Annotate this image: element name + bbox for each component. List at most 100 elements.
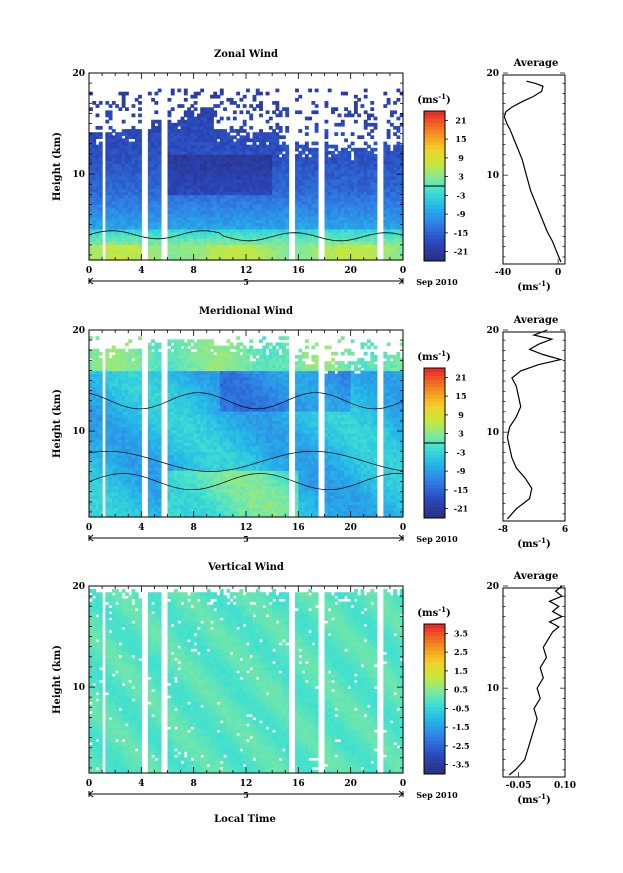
x-tick-label: 0 (400, 266, 406, 276)
panel-title: Vertical Wind (207, 562, 284, 573)
y-tick-label: 10 (72, 683, 85, 693)
y-tick-label: 10 (72, 427, 85, 437)
colorbar-tick-label: 0.5 (454, 685, 468, 695)
heatmap-cells (89, 589, 404, 774)
x-tick-label: 12 (240, 523, 253, 533)
heatmap-cells (89, 88, 404, 261)
y-axis-label: Height (km) (52, 645, 63, 714)
colorbar: 21 15 9 3 -3 -9 -15 -21 (ms-1) (417, 92, 468, 262)
average-x-tick-label: 0 (555, 268, 561, 278)
date-label: Sep 2010 (416, 534, 458, 544)
colorbar-tick-label: -0.5 (452, 703, 469, 713)
average-y-tick-label: 10 (486, 684, 499, 694)
colorbar-tick-label: -21 (454, 504, 468, 514)
colorbar-tick-label: -1.5 (452, 722, 469, 732)
y-tick-label: 10 (72, 170, 85, 180)
average-x-label: (ms-1) (517, 279, 550, 293)
x-tick-label: 0 (86, 523, 92, 533)
colorbar: 21 15 9 3 -3 -9 -15 -21 (ms-1) (417, 349, 468, 519)
colorbar-tick-label: 15 (455, 391, 466, 401)
x-tick-label: 12 (240, 779, 253, 789)
colorbar-tick-label: 9 (458, 153, 464, 163)
date-bar: 5 Sep 2010 (88, 790, 458, 800)
average-x-tick-label: -40 (495, 268, 511, 278)
average-profile-line (508, 585, 564, 776)
x-tick-label: 0 (86, 779, 92, 789)
colorbar-tick-label: -21 (454, 247, 468, 257)
colorbar-tick-label: 3.5 (454, 628, 468, 638)
x-axis: 0 4 8 12 16 20 0 (86, 586, 406, 789)
average-profile-line (506, 329, 563, 520)
date-marker: 5 (243, 790, 249, 800)
average-profile-panel: Average 10 20 -8 6 (ms-1) (486, 315, 568, 550)
colorbar-tick-label: -3 (457, 190, 466, 200)
colorbar: 3.5 2.5 1.5 0.5 -0.5 -1.5 -2.5 -3.5 (ms-1) (417, 605, 470, 775)
x-tick-label: 8 (191, 266, 197, 276)
average-x-label: (ms-1) (517, 792, 550, 806)
colorbar-unit: (ms-1) (417, 92, 450, 106)
panels-layer: Zonal Wind 0 4 8 12 16 20 0 10 20 Height (km) 5 Sep … (52, 49, 576, 806)
x-tick-label: 16 (292, 779, 305, 789)
colorbar-tick-label: 3 (458, 429, 464, 439)
colorbar-tick-label: -15 (454, 228, 468, 238)
average-y-tick-label: 20 (486, 582, 499, 592)
y-tick-label: 20 (72, 69, 85, 79)
average-x-tick-label: 0.10 (554, 781, 576, 791)
x-tick-label: 8 (191, 523, 197, 533)
colorbar-tick-label: 9 (458, 410, 464, 420)
y-axis: 10 20 Height (km) (52, 582, 403, 769)
colorbar-frame (423, 623, 446, 775)
x-tick-label: 20 (344, 266, 357, 276)
colorbar-tick-label: -3 (457, 447, 466, 457)
average-y-tick-label: 10 (486, 171, 499, 181)
colorbar-tick-label: -9 (457, 466, 466, 476)
y-axis-label: Height (km) (52, 132, 63, 201)
average-title: Average (513, 315, 559, 326)
average-y-tick-label: 20 (486, 326, 499, 336)
zero-contour-2 (88, 450, 404, 472)
colorbar-unit: (ms-1) (417, 605, 450, 619)
x-axis-label: Local Time (214, 814, 276, 825)
colorbar-tick-label: -2.5 (452, 741, 469, 751)
date-marker: 5 (243, 277, 249, 287)
x-tick-label: 4 (138, 266, 144, 276)
average-frame (502, 74, 566, 265)
panel-title: Meridional Wind (199, 306, 293, 317)
x-tick-label: 12 (240, 266, 253, 276)
x-axis: 0 4 8 12 16 20 0 (86, 330, 406, 533)
colorbar-tick-label: 1.5 (454, 666, 468, 676)
y-axis: 10 20 Height (km) (52, 69, 403, 256)
colorbar-unit: (ms-1) (417, 349, 450, 363)
date-label: Sep 2010 (416, 790, 458, 800)
x-tick-label: 16 (292, 523, 305, 533)
y-axis: 10 20 Height (km) (52, 326, 403, 513)
x-tick-label: 0 (86, 266, 92, 276)
x-tick-label: 20 (344, 779, 357, 789)
heatmap-cells (89, 336, 404, 518)
zero-contour-3 (88, 392, 404, 410)
average-profile-line (503, 80, 562, 263)
y-tick-label: 20 (72, 326, 85, 336)
date-label: Sep 2010 (416, 277, 458, 287)
y-axis-label: Height (km) (52, 389, 63, 458)
panel-title: Zonal Wind (214, 49, 278, 60)
average-frame (502, 331, 566, 522)
x-tick-label: 16 (292, 266, 305, 276)
average-frame (502, 587, 566, 778)
x-tick-label: 4 (138, 523, 144, 533)
panel-2: Meridional Wind 0 4 8 12 16 20 0 10 20 Height (km)… (52, 306, 568, 550)
average-x-tick-label: -0.05 (506, 781, 532, 791)
zero-contour (88, 230, 404, 242)
colorbar-tick-label: -3.5 (452, 760, 469, 770)
average-y-tick-label: 10 (486, 428, 499, 438)
average-title: Average (513, 571, 559, 582)
colorbar-tick-label: 15 (455, 134, 466, 144)
average-x-tick-label: -8 (498, 525, 508, 535)
date-bar: 5 Sep 2010 (88, 534, 458, 544)
average-profile-panel: Average 10 20 -40 0 (ms-1) (486, 58, 566, 293)
average-title: Average (513, 58, 559, 69)
panel-1: Zonal Wind 0 4 8 12 16 20 0 10 20 Height (km) 5 Sep … (52, 49, 566, 293)
colorbar-tick-label: 21 (455, 115, 466, 125)
colorbar-tick-label: 3 (458, 172, 464, 182)
